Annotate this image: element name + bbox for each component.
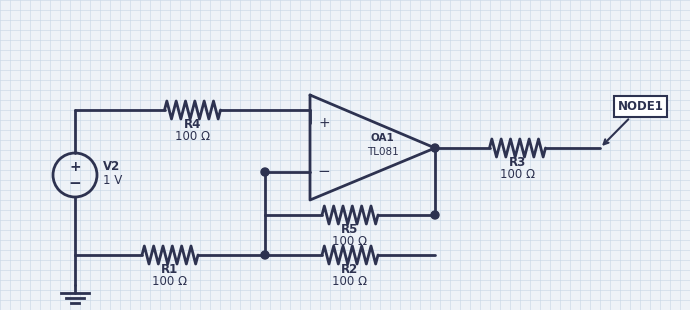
Text: V2: V2 <box>103 161 120 174</box>
Text: +: + <box>318 116 330 130</box>
Text: −: − <box>317 165 331 179</box>
Text: R2: R2 <box>342 263 359 276</box>
Text: 100 Ω: 100 Ω <box>500 168 535 181</box>
Text: 1 V: 1 V <box>103 175 122 188</box>
Circle shape <box>431 144 439 152</box>
Text: R5: R5 <box>342 223 359 236</box>
Text: R3: R3 <box>509 156 526 169</box>
Text: TL081: TL081 <box>366 147 398 157</box>
Text: 100 Ω: 100 Ω <box>175 130 210 143</box>
Text: 100 Ω: 100 Ω <box>152 275 188 288</box>
Text: +: + <box>69 160 81 174</box>
Text: R1: R1 <box>161 263 179 276</box>
Text: R4: R4 <box>184 118 201 131</box>
Text: 100 Ω: 100 Ω <box>333 275 368 288</box>
Text: OA1: OA1 <box>371 133 395 143</box>
Text: NODE1: NODE1 <box>604 100 664 144</box>
Text: 100 Ω: 100 Ω <box>333 235 368 248</box>
Text: −: − <box>68 176 81 192</box>
Circle shape <box>261 168 269 176</box>
Circle shape <box>431 211 439 219</box>
Circle shape <box>261 251 269 259</box>
